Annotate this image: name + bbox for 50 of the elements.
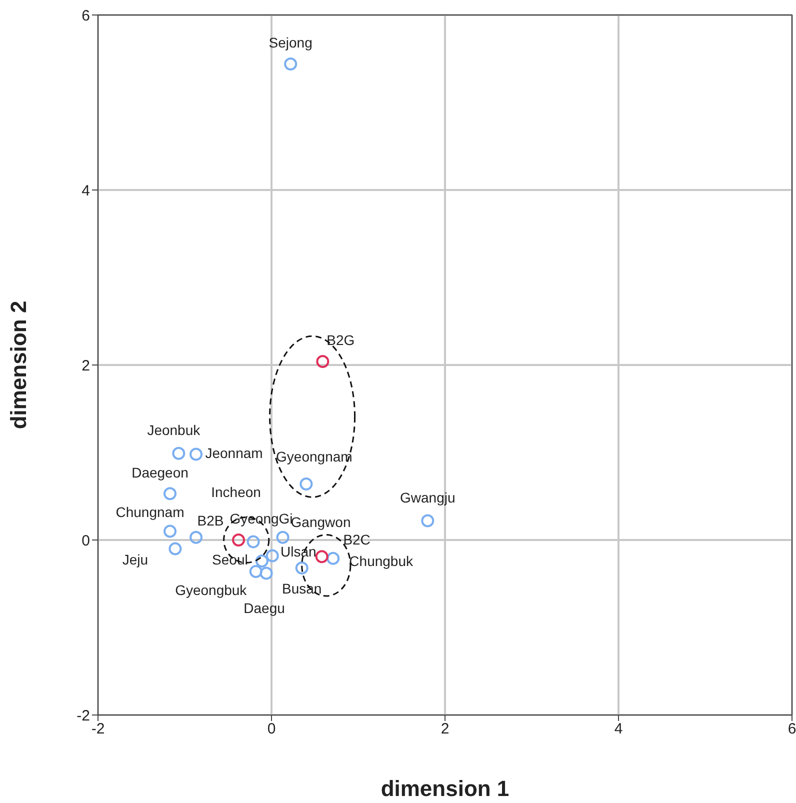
point bbox=[316, 355, 330, 368]
annotation: GyeongGi bbox=[230, 510, 293, 526]
annotation: Daegu bbox=[244, 600, 285, 616]
annotation: Gyeongbuk bbox=[175, 582, 248, 598]
annotation: Gwangju bbox=[400, 489, 456, 506]
point bbox=[232, 534, 246, 546]
point bbox=[190, 448, 203, 461]
annotation: Ulsan bbox=[280, 543, 316, 560]
y-tick-label: 6 bbox=[82, 7, 90, 24]
x-tick-label: 4 bbox=[614, 720, 623, 738]
annotation: Daegeon bbox=[132, 464, 188, 480]
annotation: Chungnam bbox=[116, 504, 184, 520]
point bbox=[315, 550, 328, 564]
point bbox=[260, 566, 273, 580]
point bbox=[300, 478, 313, 490]
annotation: Busan bbox=[282, 580, 322, 597]
annotation: Sejong bbox=[268, 34, 312, 51]
point bbox=[276, 530, 290, 544]
point bbox=[421, 514, 434, 528]
y-tick-label: 4 bbox=[82, 182, 90, 200]
point bbox=[172, 446, 186, 460]
annotation: Gyeongnam bbox=[276, 448, 352, 465]
y-tick-label: -2 bbox=[76, 707, 90, 724]
x-tick-label: 0 bbox=[267, 720, 276, 738]
annotation: Seoul bbox=[212, 552, 248, 568]
y-tick-label: 0 bbox=[82, 532, 90, 550]
y-axis-title: dimension 2 bbox=[6, 300, 31, 430]
annotation: Jeju bbox=[122, 551, 148, 568]
point bbox=[266, 549, 279, 562]
point bbox=[190, 530, 203, 544]
point bbox=[255, 554, 268, 568]
annotation: B2G bbox=[326, 332, 355, 348]
x-tick-label: 6 bbox=[788, 720, 796, 738]
annotation: Jeonbuk bbox=[147, 422, 202, 438]
point bbox=[284, 58, 298, 70]
annotation: Chungbuk bbox=[349, 553, 414, 570]
annotation: Jeonnam bbox=[205, 444, 263, 461]
point bbox=[249, 565, 262, 578]
x-axis-title: dimension 1 bbox=[380, 776, 510, 801]
point bbox=[168, 542, 182, 556]
point bbox=[295, 562, 308, 574]
annotation: B2B bbox=[197, 512, 224, 529]
annotation: B2C bbox=[343, 531, 370, 548]
y-tick-label: 2 bbox=[82, 357, 90, 374]
annotation: Incheon bbox=[211, 484, 261, 500]
point bbox=[164, 524, 177, 538]
point bbox=[326, 552, 340, 565]
x-tick-label: 2 bbox=[440, 720, 450, 738]
point bbox=[164, 487, 177, 500]
annotation: Gangwon bbox=[290, 514, 351, 530]
